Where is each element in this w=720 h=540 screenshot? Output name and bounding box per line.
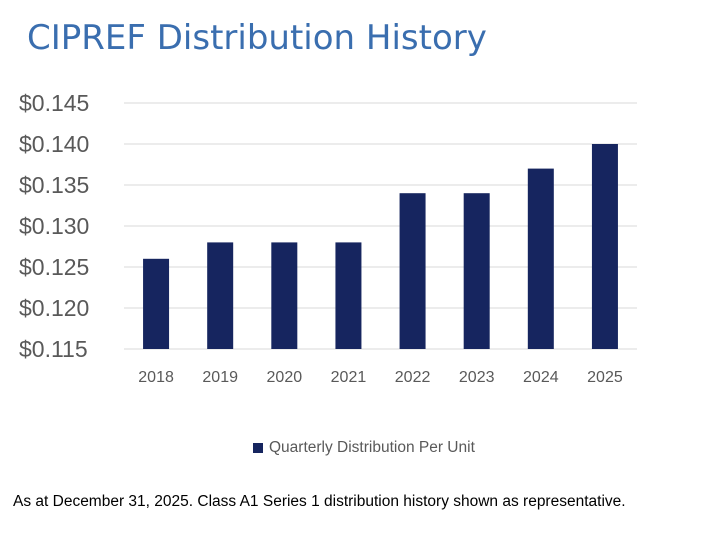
bar-2023 (463, 193, 490, 349)
bar-2025 (591, 144, 618, 349)
bar-series (143, 144, 618, 349)
y-tick-label: $0.125 (19, 254, 89, 280)
x-tick-label: 2018 (138, 369, 174, 386)
y-tick-label: $0.120 (19, 295, 89, 321)
bar-2024 (527, 168, 554, 349)
x-tick-label: 2024 (523, 369, 559, 386)
y-tick-label: $0.145 (19, 90, 89, 116)
bar-2019 (207, 242, 234, 349)
legend: Quarterly Distribution Per Unit (253, 439, 475, 457)
y-tick-label: $0.115 (19, 336, 88, 362)
footnote: As at December 31, 2025. Class A1 Series… (13, 493, 626, 510)
x-tick-label: 2023 (459, 369, 495, 386)
bar-2020 (271, 242, 298, 349)
bar-chart: $0.115 $0.120 $0.125 $0.130 $0.135 $0.140 $0.1… (19, 90, 637, 386)
x-tick-label: 2021 (331, 369, 367, 386)
chart-title: CIPREF Distribution History (27, 18, 487, 58)
x-tick-label: 2022 (395, 369, 431, 386)
bar-2022 (399, 193, 426, 349)
legend-label: Quarterly Distribution Per Unit (269, 439, 475, 456)
bar-2018 (143, 258, 170, 349)
y-axis-ticks: $0.115 $0.120 $0.125 $0.130 $0.135 $0.140 $0.1… (19, 90, 89, 362)
legend-swatch (253, 443, 263, 453)
gridlines (124, 102, 637, 350)
y-tick-label: $0.130 (19, 213, 89, 239)
bar-2021 (335, 242, 362, 349)
y-tick-label: $0.135 (19, 172, 89, 198)
x-tick-label: 2020 (267, 369, 303, 386)
y-tick-label: $0.140 (19, 131, 89, 157)
x-tick-label: 2019 (202, 369, 238, 386)
x-axis-ticks: 2018 2019 2020 2021 2022 2023 2024 2025 (138, 369, 623, 386)
x-tick-label: 2025 (587, 369, 623, 386)
